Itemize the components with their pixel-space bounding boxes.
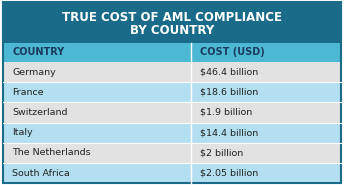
- Text: Switzerland: Switzerland: [12, 108, 67, 117]
- Text: COST (USD): COST (USD): [200, 47, 264, 57]
- Text: $1.9 billion: $1.9 billion: [200, 108, 252, 117]
- Text: France: France: [12, 88, 44, 97]
- Text: $2.05 billion: $2.05 billion: [200, 169, 258, 178]
- Text: $14.4 billion: $14.4 billion: [200, 128, 258, 137]
- Text: COUNTRY: COUNTRY: [12, 47, 64, 57]
- Text: TRUE COST OF AML COMPLIANCE: TRUE COST OF AML COMPLIANCE: [62, 11, 282, 24]
- FancyBboxPatch shape: [3, 2, 341, 43]
- Text: Italy: Italy: [12, 128, 33, 137]
- FancyBboxPatch shape: [3, 62, 341, 82]
- FancyBboxPatch shape: [3, 102, 341, 123]
- Text: BY COUNTRY: BY COUNTRY: [130, 24, 214, 37]
- Text: $18.6 billion: $18.6 billion: [200, 88, 258, 97]
- Text: Germany: Germany: [12, 68, 56, 77]
- FancyBboxPatch shape: [3, 163, 341, 183]
- FancyBboxPatch shape: [3, 143, 341, 163]
- Text: $2 billion: $2 billion: [200, 148, 243, 157]
- Text: The Netherlands: The Netherlands: [12, 148, 91, 157]
- FancyBboxPatch shape: [3, 82, 341, 102]
- FancyBboxPatch shape: [3, 123, 341, 143]
- Text: $46.4 billion: $46.4 billion: [200, 68, 258, 77]
- Text: South Africa: South Africa: [12, 169, 70, 178]
- FancyBboxPatch shape: [3, 43, 341, 62]
